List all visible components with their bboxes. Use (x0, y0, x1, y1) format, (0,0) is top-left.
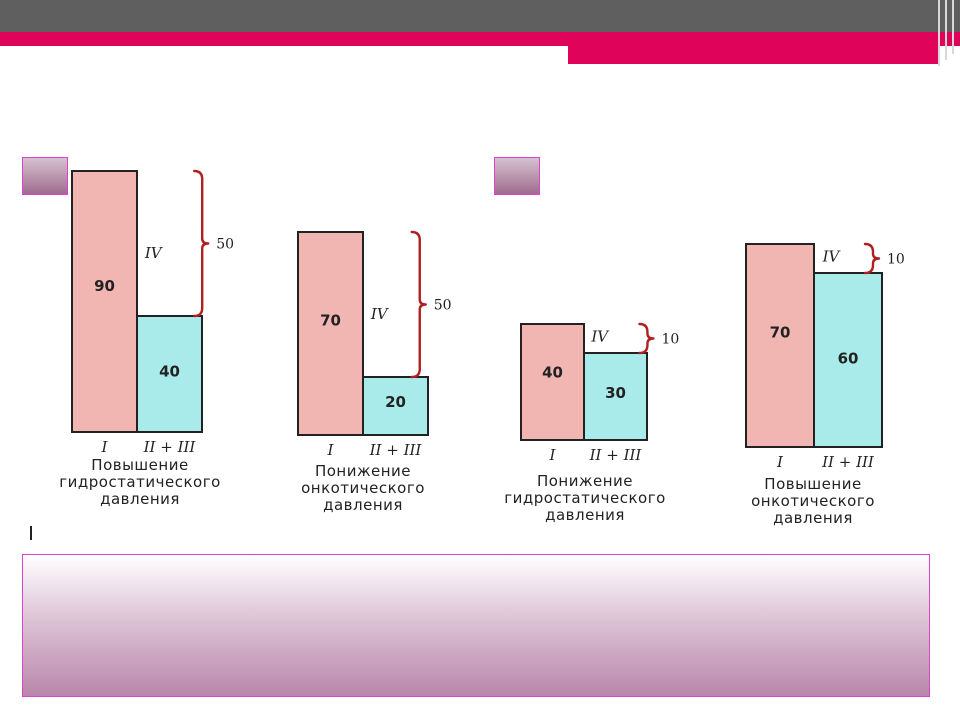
bar-II-III (362, 376, 429, 436)
caption-line-2: гидростатического (504, 489, 666, 507)
diff-label: IV (822, 247, 842, 265)
difference-brace (410, 230, 427, 379)
diagram-panel-2: 70 20 IV I II + III 50 Понижениеонкотическогод… (297, 230, 452, 514)
category-label-I: I (327, 441, 335, 459)
diff-label: IV (144, 244, 164, 262)
bar-I (71, 170, 138, 433)
caption-line-1: Понижение (537, 472, 633, 490)
bar-I-value: 40 (542, 363, 563, 381)
bar-II-III (813, 272, 883, 448)
difference-brace (638, 322, 655, 355)
diagram-panel-1: 90 40 IV I II + III 50 Повышениегидростатическ… (59, 169, 234, 508)
difference-value: 50 (434, 298, 452, 314)
bar-I (745, 243, 815, 448)
category-label-II-III: II + III (143, 438, 197, 456)
difference-value: 50 (216, 237, 234, 253)
slide-top-bar (0, 0, 960, 32)
label-box-a (22, 157, 68, 195)
bar-II-III-value: 40 (159, 362, 180, 380)
bar-I (520, 323, 585, 441)
caption-line-2: онкотического (301, 479, 425, 497)
diff-label: IV (370, 305, 390, 323)
difference-value: 10 (887, 252, 905, 268)
caption-line-1: Повышение (764, 475, 861, 493)
bar-I (297, 231, 364, 436)
caption-line-3: давления (323, 496, 403, 514)
bar-II-III-value: 30 (605, 384, 626, 402)
bar-II-III-value: 20 (385, 393, 406, 411)
difference-value: 10 (661, 332, 679, 348)
slide-accent-bar (0, 32, 960, 46)
bar-II-III-value: 60 (838, 349, 859, 367)
caption-line-3: давления (100, 490, 180, 508)
category-label-I: I (776, 453, 784, 471)
caption-line-3: давления (545, 506, 625, 524)
caption-line-3: давления (773, 509, 853, 527)
label-box-b (494, 157, 540, 195)
bar-I-value: 70 (770, 323, 791, 341)
caption-line-1: Понижение (315, 462, 411, 480)
category-label-II-III: II + III (821, 453, 875, 471)
bar-I-value: 70 (320, 311, 341, 329)
caption-box (22, 554, 930, 697)
caption-line-1: Повышение (91, 456, 188, 474)
difference-brace (193, 169, 210, 318)
category-label-II-III: II + III (589, 446, 643, 464)
difference-brace (863, 242, 881, 275)
caption-line-2: онкотического (751, 492, 875, 510)
tick-mark (30, 526, 32, 540)
slide-accent-tab (568, 46, 940, 64)
diagram-panel-4: 70 60 IV I II + III 10 Повышениеонкотическогод… (745, 242, 905, 527)
bar-II-III (583, 352, 648, 441)
diagram-panel-3: 40 30 IV I II + III 10 Понижениегидростатическ… (504, 322, 679, 524)
bar-II-III (136, 315, 203, 433)
category-label-I: I (549, 446, 557, 464)
category-label-II-III: II + III (369, 441, 423, 459)
category-label-I: I (101, 438, 109, 456)
bar-I-value: 90 (94, 277, 115, 295)
diff-label: IV (590, 327, 610, 345)
decor-line-1 (938, 0, 940, 66)
decor-line-3 (952, 0, 954, 54)
caption-line-2: гидростатического (59, 473, 221, 491)
decor-line-2 (945, 0, 947, 60)
